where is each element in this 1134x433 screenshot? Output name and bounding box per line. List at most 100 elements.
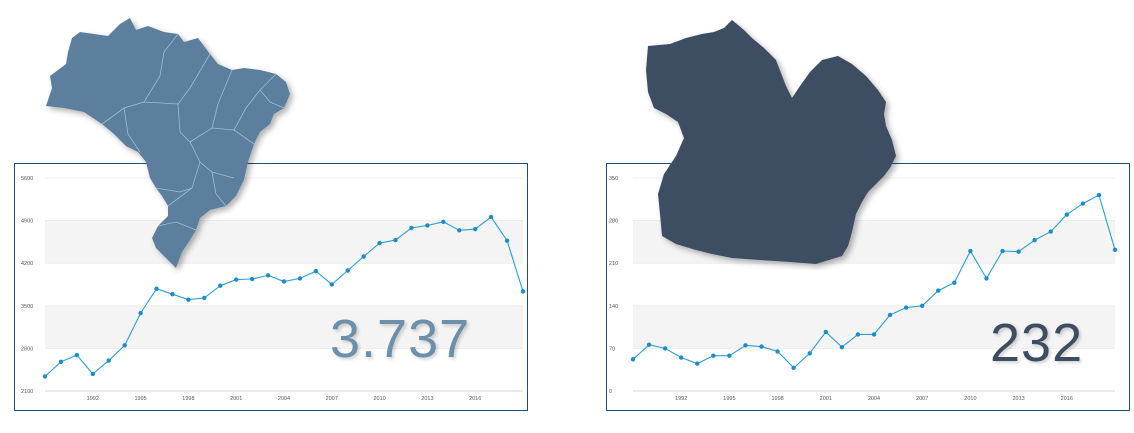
- data-point: [646, 342, 652, 347]
- data-point: [249, 276, 255, 282]
- y-tick-label: 140: [609, 304, 618, 310]
- x-tick-label: 2016: [469, 396, 481, 402]
- y-tick-label: 4900: [21, 219, 33, 225]
- brazil-chart-panel: 2100 2800 3500 4200 4900 5600 1992 1995 1998 2001…: [14, 163, 528, 411]
- x-tick-label: 2013: [1012, 396, 1024, 402]
- data-point: [154, 286, 159, 291]
- data-point: [42, 374, 48, 379]
- data-point: [968, 248, 973, 254]
- data-point: [345, 268, 350, 273]
- data-point: [887, 312, 893, 318]
- data-point: [662, 346, 668, 351]
- data-point: [1048, 229, 1053, 234]
- x-tick-label: 2010: [964, 396, 976, 402]
- data-point: [1080, 201, 1086, 206]
- data-point: [281, 279, 287, 284]
- data-point: [265, 273, 271, 278]
- grid-band: [45, 220, 523, 264]
- x-tick-label: 2001: [230, 396, 242, 402]
- y-tick-label: 280: [609, 219, 618, 225]
- grid-band: [633, 305, 1115, 349]
- x-tick-label: 1995: [723, 396, 735, 402]
- data-point: [984, 276, 989, 281]
- data-point: [58, 359, 64, 364]
- y-tick-label: 2800: [21, 346, 33, 352]
- x-tick-label: 2001: [820, 396, 832, 402]
- data-point: [377, 240, 382, 246]
- data-point: [313, 268, 319, 274]
- y-tick-label: 5600: [21, 176, 33, 182]
- data-point: [218, 283, 223, 288]
- data-point: [441, 219, 446, 225]
- y-tick-label: 0: [609, 389, 612, 395]
- data-point: [630, 357, 636, 362]
- data-point: [1032, 237, 1037, 243]
- grid-band: [45, 305, 523, 349]
- y-tick-label: 350: [609, 176, 618, 182]
- y-tick-label: 3500: [21, 304, 33, 310]
- data-point: [759, 344, 764, 349]
- data-point: [425, 223, 430, 228]
- data-point: [727, 353, 732, 358]
- data-point: [711, 353, 716, 358]
- data-point: [329, 282, 334, 287]
- x-tick-label: 2016: [1061, 396, 1073, 402]
- data-point: [920, 303, 925, 308]
- y-tick-label: 210: [609, 261, 618, 267]
- brazil-map-icon: [46, 18, 290, 268]
- y-tick-label: 70: [609, 346, 615, 352]
- data-point: [361, 254, 366, 259]
- x-tick-label: 1998: [771, 396, 783, 402]
- data-point: [106, 358, 111, 363]
- data-point: [1096, 192, 1102, 198]
- y-tick-label: 2100: [21, 389, 33, 395]
- x-tick-label: 2004: [278, 396, 290, 402]
- data-point: [138, 310, 143, 316]
- data-point: [520, 289, 526, 294]
- data-point: [743, 343, 748, 348]
- data-point: [791, 365, 796, 371]
- data-point: [871, 332, 877, 337]
- x-tick-label: 2010: [373, 396, 385, 402]
- data-point: [202, 295, 207, 301]
- data-point: [1112, 247, 1118, 253]
- data-point: [90, 371, 96, 377]
- data-point: [1016, 249, 1021, 254]
- data-point: [679, 355, 684, 360]
- data-point: [234, 277, 239, 282]
- data-point: [855, 332, 861, 337]
- data-point: [457, 228, 462, 233]
- data-point: [695, 361, 700, 366]
- data-point: [936, 288, 941, 293]
- data-point: [170, 292, 175, 297]
- data-point: [409, 225, 414, 231]
- x-tick-label: 1992: [87, 396, 99, 402]
- x-tick-label: 2004: [868, 396, 880, 402]
- data-point: [1000, 248, 1005, 254]
- x-tick-label: 2007: [326, 396, 338, 402]
- x-tick-label: 2007: [916, 396, 928, 402]
- data-point: [903, 305, 909, 310]
- x-tick-label: 2013: [421, 396, 433, 402]
- data-point: [488, 214, 494, 220]
- data-point: [74, 352, 80, 358]
- data-point: [393, 237, 398, 243]
- data-point: [823, 329, 828, 335]
- data-point: [297, 276, 303, 281]
- data-point: [122, 343, 127, 348]
- data-point: [775, 349, 780, 354]
- data-point: [1064, 212, 1069, 217]
- x-tick-label: 1998: [182, 396, 194, 402]
- data-point: [186, 297, 191, 302]
- data-point: [473, 226, 478, 232]
- data-point: [504, 238, 510, 243]
- y-tick-label: 4200: [21, 261, 33, 267]
- data-point: [807, 351, 812, 356]
- para-latest-value: 232: [990, 313, 1084, 373]
- data-point: [839, 344, 845, 350]
- data-point: [952, 280, 957, 285]
- brazil-latest-value: 3.737: [330, 309, 471, 369]
- x-tick-label: 1995: [134, 396, 146, 402]
- x-tick-label: 1992: [675, 396, 687, 402]
- brazil-line-chart: 2100 2800 3500 4200 4900 5600 1992 1995 1998 2001…: [21, 176, 526, 402]
